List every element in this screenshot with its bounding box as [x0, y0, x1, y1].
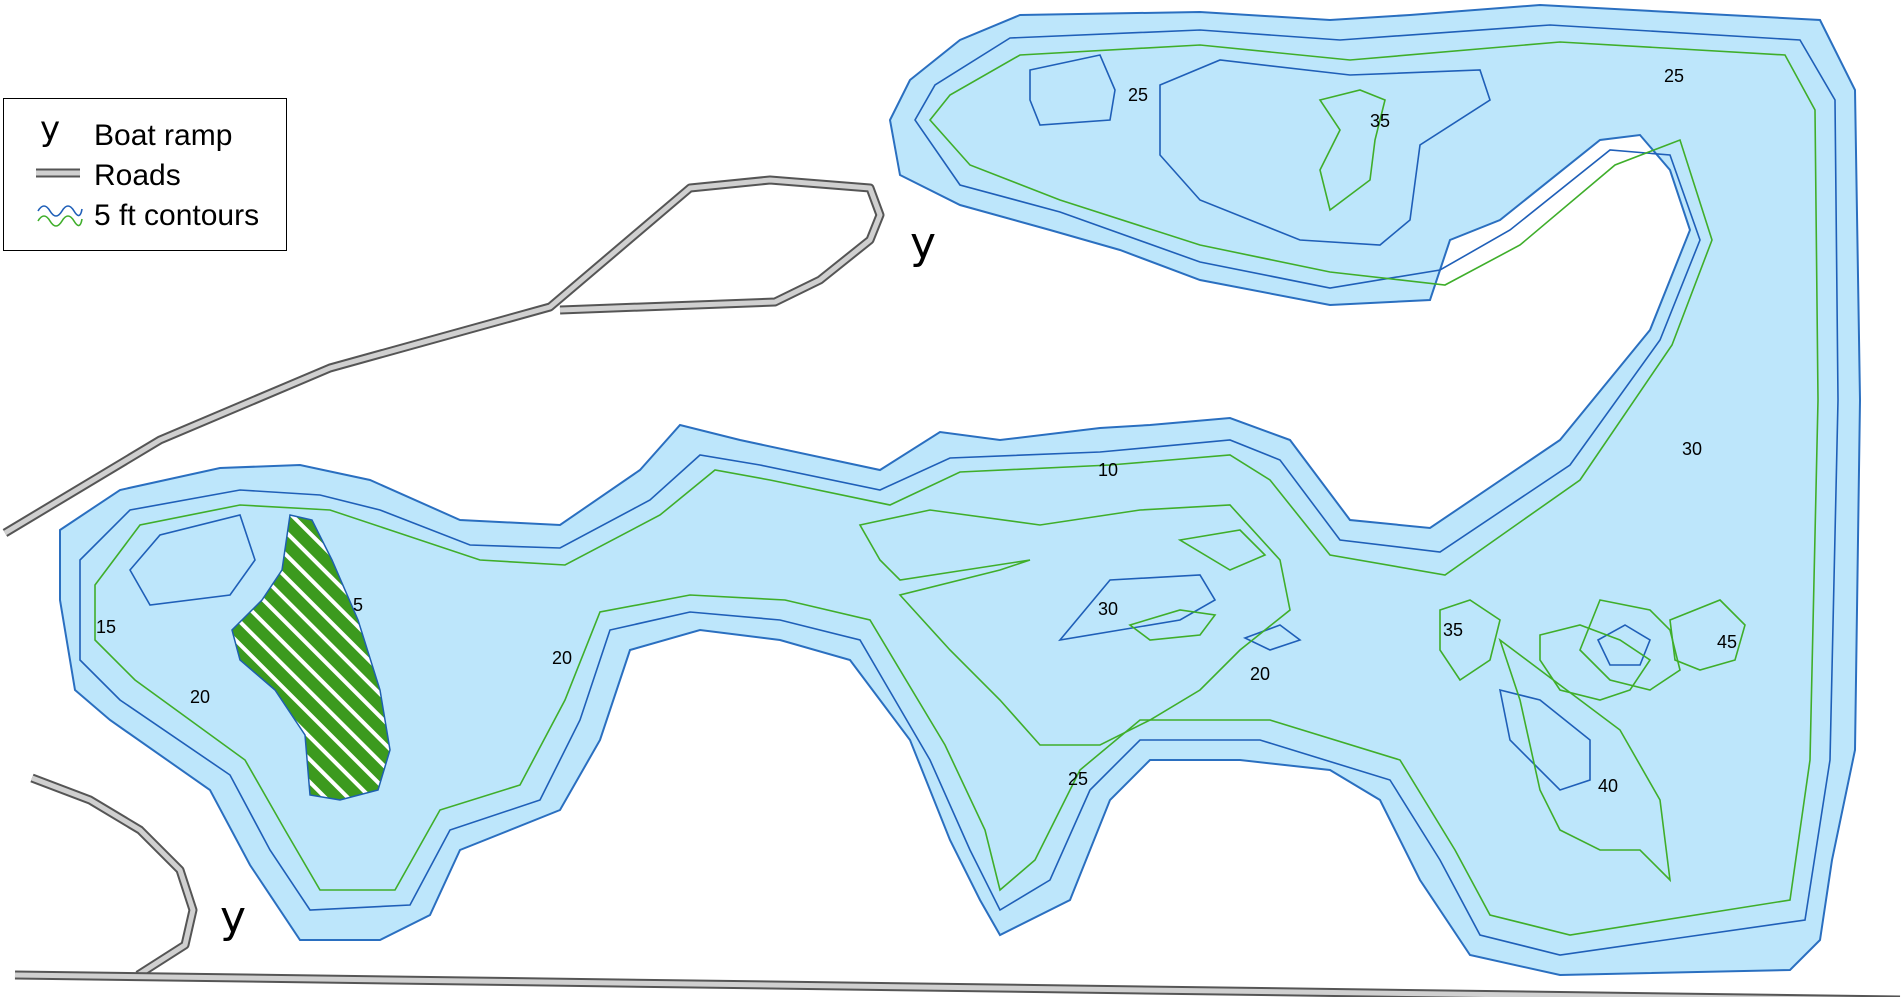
legend-label: 5 ft contours: [94, 199, 260, 232]
depth-label: 25: [1068, 769, 1088, 789]
depth-label: 35: [1443, 620, 1463, 640]
legend-label: Boat ramp: [94, 119, 233, 152]
road-south: [14, 970, 1901, 997]
depth-label: 5: [353, 595, 363, 615]
depth-label: 25: [1664, 66, 1684, 86]
legend-item-boat-ramp: y Boat ramp: [4, 109, 286, 153]
boat-ramp-south: y: [220, 892, 246, 943]
island: [231, 514, 391, 801]
road-southwest: [30, 773, 198, 979]
depth-label: 20: [1250, 664, 1270, 684]
depth-label: 40: [1598, 776, 1618, 796]
contours-blue: [79, 24, 1839, 956]
road-northwest: [2, 175, 885, 537]
depth-label: 10: [1098, 460, 1118, 480]
legend: y Boat ramp Roads 5 ft contours: [3, 98, 287, 251]
depth-label: 45: [1717, 632, 1737, 652]
lake-water: [59, 3, 1862, 977]
legend-item-contours: 5 ft contours: [4, 193, 286, 233]
depth-label: 15: [96, 617, 116, 637]
depth-label: 30: [1682, 439, 1702, 459]
contours-green: [94, 41, 1819, 936]
depth-label: 20: [552, 648, 572, 668]
road-icon: [36, 168, 80, 178]
depth-labels: 25 35 25 10 30 15 5 20 20 30 35 45 20 25…: [96, 66, 1737, 796]
legend-label: Roads: [94, 159, 181, 192]
legend-item-roads: Roads: [4, 153, 286, 193]
depth-label: 20: [190, 687, 210, 707]
depth-label: 30: [1098, 599, 1118, 619]
boat-ramp-icon: y: [40, 109, 61, 149]
depth-label: 25: [1128, 85, 1148, 105]
depth-label: 35: [1370, 111, 1390, 131]
boat-ramp-north: y: [910, 218, 936, 269]
roads: [2, 175, 1901, 997]
contour-icon: [37, 205, 83, 227]
